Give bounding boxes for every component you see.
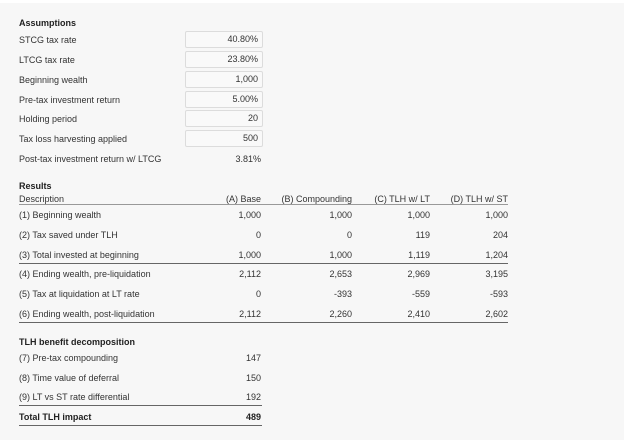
result-cell: -593 <box>489 289 508 299</box>
result-cell: 3,195 <box>485 269 508 279</box>
decomposition-row-label: (8) Time value of deferral <box>19 373 120 383</box>
assumption-label-stcg: STCG tax rate <box>19 35 77 45</box>
decomposition-value: 192 <box>245 392 261 402</box>
top-strip <box>0 0 624 3</box>
result-row-label: (6) Ending wealth, post-liquidation <box>19 309 155 319</box>
result-cell: 204 <box>492 230 508 240</box>
decomposition-value: 150 <box>245 373 261 383</box>
total-tlh-impact-label: Total TLH impact <box>19 412 92 422</box>
result-row-label: (5) Tax at liquidation at LT rate <box>19 289 140 299</box>
assumption-label-ltcg: LTCG tax rate <box>19 55 75 65</box>
col-header-description: Description <box>19 194 65 204</box>
result-cell: 1,000 <box>238 250 261 260</box>
result-cell: 2,260 <box>329 309 352 319</box>
result-cell: 0 <box>255 230 261 240</box>
result-cell: 1,119 <box>408 250 430 260</box>
result-cell: 2,112 <box>239 309 261 319</box>
result-cell: -559 <box>411 289 430 299</box>
result-cell: 119 <box>415 230 430 240</box>
assumptions-title: Assumptions <box>19 18 77 28</box>
holding-period-input[interactable]: 20 <box>185 110 263 127</box>
result-cell: 0 <box>346 230 352 240</box>
result-cell: 2,602 <box>485 309 508 319</box>
result-row-label: (4) Ending wealth, pre-liquidation <box>19 269 151 279</box>
col-header-tlh-st: (D) TLH w/ ST <box>450 194 508 204</box>
total-tlh-impact-value: 489 <box>245 412 261 422</box>
assumption-label-tlh-applied: Tax loss harvesting applied <box>19 134 128 144</box>
assumption-label-pretax-return: Pre-tax investment return <box>19 95 121 105</box>
decomposition-row-label: (7) Pre-tax compounding <box>19 353 119 363</box>
beginning-wealth-input[interactable]: 1,000 <box>185 71 263 88</box>
decomposition-row-label: (9) LT vs ST rate differential <box>19 392 130 402</box>
result-cell: 2,112 <box>239 269 261 279</box>
col-header-base: (A) Base <box>225 194 261 204</box>
result-cell: 1,000 <box>485 210 508 220</box>
result-cell: 2,969 <box>407 269 430 279</box>
result-cell: 1,000 <box>329 250 352 260</box>
result-row-label: (2) Tax saved under TLH <box>19 230 118 240</box>
ltcg-tax-rate-input[interactable]: 23.80% <box>185 51 263 68</box>
assumption-label-posttax-return: Post-tax investment return w/ LTCG <box>19 154 162 164</box>
result-cell: 0 <box>255 289 261 299</box>
result-cell: 1,204 <box>485 250 508 260</box>
col-header-tlh-lt: (C) TLH w/ LT <box>374 194 430 204</box>
assumption-label-holding-period: Holding period <box>19 114 78 124</box>
decomposition-value: 147 <box>245 353 261 363</box>
result-cell: 1,000 <box>329 210 352 220</box>
posttax-return-value: 3.81% <box>235 154 261 164</box>
result-row-label: (1) Beginning wealth <box>19 210 102 220</box>
pretax-return-input[interactable]: 5.00% <box>185 91 263 108</box>
results-title: Results <box>19 181 52 191</box>
result-cell: 1,000 <box>238 210 261 220</box>
decomposition-divider <box>19 405 262 406</box>
results-bottom-divider <box>19 322 508 323</box>
result-cell: 1,000 <box>407 210 430 220</box>
col-header-compounding: (B) Compounding <box>281 194 352 204</box>
total-bottom-divider <box>19 425 262 426</box>
result-cell: 2,653 <box>329 269 352 279</box>
header-divider <box>19 204 508 205</box>
decomposition-title: TLH benefit decomposition <box>19 337 135 347</box>
stcg-tax-rate-input[interactable]: 40.80% <box>185 31 263 48</box>
assumption-label-beginning-wealth: Beginning wealth <box>19 75 88 85</box>
result-cell: 2,410 <box>407 309 430 319</box>
result-cell: -393 <box>333 289 352 299</box>
tlh-applied-input[interactable]: 500 <box>185 130 263 147</box>
subtotal-divider <box>19 263 508 264</box>
result-row-label: (3) Total invested at beginning <box>19 250 139 260</box>
